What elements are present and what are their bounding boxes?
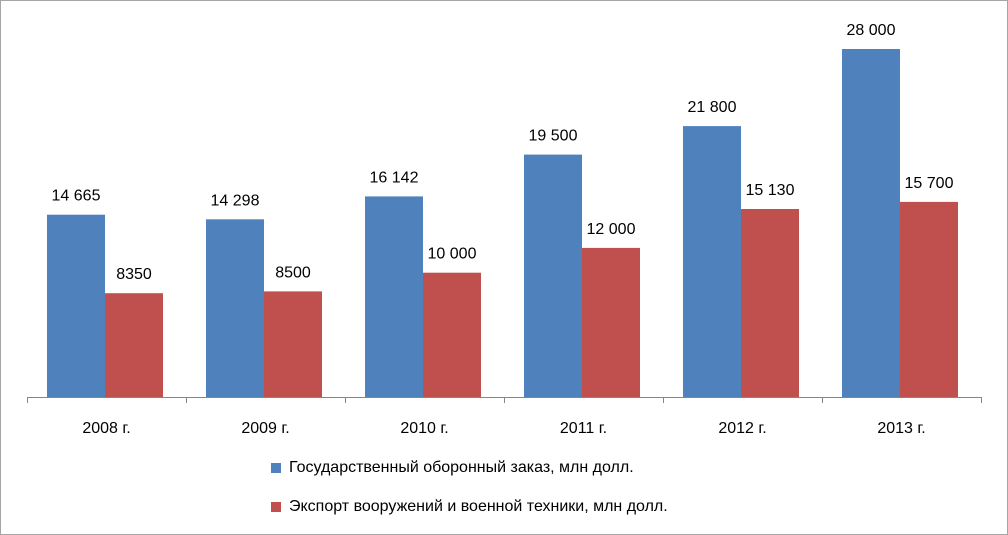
legend-label-arms-export: Экспорт вооружений и военной техники, мл… [289, 498, 668, 515]
bar-series2-5 [900, 201, 958, 397]
legend-swatch-arms-export [271, 502, 281, 512]
value-label-series2-4: 15 130 [746, 182, 795, 199]
value-label-series2-3: 12 000 [587, 221, 636, 238]
x-tick-label-5: 2013 г. [877, 420, 925, 437]
legend-label-defense-order: Государственный оборонный заказ, млн дол… [289, 459, 634, 476]
value-label-series2-0: 8350 [116, 266, 152, 283]
value-label-series2-1: 8500 [275, 264, 311, 281]
bar-series1-1 [206, 219, 264, 397]
bar-series2-0 [105, 293, 163, 397]
x-ticks-group [27, 397, 982, 403]
bar-series2-4 [741, 209, 799, 397]
value-labels-group: 14 665 8350 14 298 8500 16 142 10 000 19 500 12… [52, 22, 954, 283]
bar-series1-5 [842, 49, 900, 397]
value-label-series2-5: 15 700 [905, 175, 954, 192]
x-tick-label-1: 2009 г. [241, 420, 289, 437]
value-label-series1-1: 14 298 [211, 192, 260, 209]
bar-series2-1 [264, 291, 322, 397]
bars-group [47, 49, 958, 397]
value-label-series1-3: 19 500 [529, 128, 578, 145]
bar-series2-3 [582, 247, 640, 397]
value-label-series1-4: 21 800 [688, 99, 737, 116]
bar-series1-4 [683, 126, 741, 397]
legend: Государственный оборонный заказ, млн дол… [271, 457, 668, 535]
value-label-series1-5: 28 000 [847, 22, 896, 39]
value-label-series1-2: 16 142 [370, 169, 419, 186]
bar-series1-0 [47, 214, 105, 397]
x-tick-labels-group: 2008 г. 2009 г. 2010 г. 2011 г. 2012 г. 2013 … [82, 420, 925, 437]
x-tick-label-0: 2008 г. [82, 420, 130, 437]
value-label-series2-2: 10 000 [428, 246, 477, 263]
value-label-series1-0: 14 665 [52, 188, 101, 205]
legend-item-defense-order: Государственный оборонный заказ, млн дол… [271, 457, 668, 479]
bar-chart: 14 665 8350 14 298 8500 16 142 10 000 19 500 12… [27, 22, 982, 437]
legend-item-arms-export: Экспорт вооружений и военной техники, мл… [271, 496, 668, 518]
x-tick-label-2: 2010 г. [400, 420, 448, 437]
bar-series1-3 [524, 154, 582, 397]
x-tick-label-3: 2011 г. [560, 420, 607, 437]
legend-swatch-defense-order [271, 463, 281, 473]
bar-series2-2 [423, 272, 481, 397]
bar-series1-2 [365, 196, 423, 397]
x-tick-label-4: 2012 г. [718, 420, 766, 437]
